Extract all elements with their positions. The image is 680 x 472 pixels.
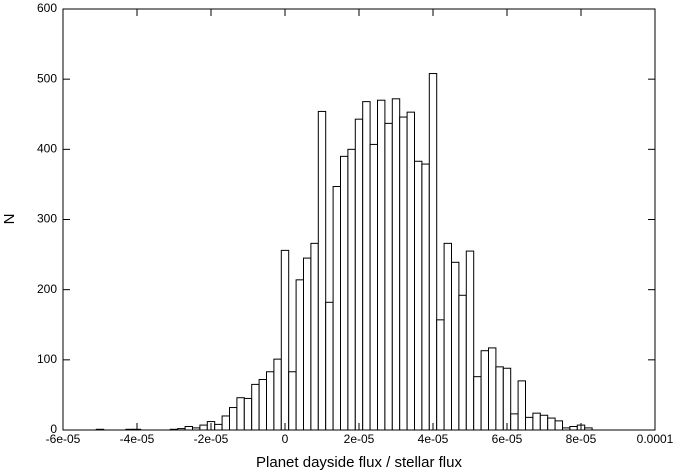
bar	[547, 417, 556, 431]
bar	[340, 155, 349, 431]
bar	[391, 98, 401, 431]
bar	[310, 242, 319, 431]
bar	[495, 366, 504, 431]
bar	[251, 383, 260, 431]
x-tick-label: 0.0001	[637, 432, 674, 446]
bar	[273, 358, 282, 431]
bar	[377, 99, 386, 431]
bar	[317, 110, 327, 431]
bar	[236, 397, 245, 431]
bar	[384, 122, 393, 431]
bar	[184, 425, 194, 431]
bar	[539, 414, 549, 431]
bar	[362, 101, 371, 431]
bar	[465, 250, 475, 431]
bar	[473, 376, 482, 431]
y-tick-label: 400	[37, 142, 57, 156]
bar	[569, 425, 578, 431]
bar	[399, 116, 408, 431]
bar	[303, 257, 312, 431]
bar	[525, 416, 534, 431]
y-tick-label: 100	[37, 352, 57, 366]
bar	[517, 380, 526, 431]
y-tick-label: 200	[37, 282, 57, 296]
bar	[554, 420, 563, 431]
bar	[451, 261, 460, 431]
x-tick-label: -4e-05	[120, 432, 155, 446]
bar	[325, 301, 334, 431]
bar	[443, 242, 453, 431]
bar	[480, 350, 490, 431]
x-tick-label: 8e-05	[566, 432, 597, 446]
y-tick-label: 600	[37, 1, 57, 15]
x-tick-label: -2e-05	[194, 432, 229, 446]
bar	[421, 163, 430, 431]
bar	[414, 160, 423, 431]
bar	[229, 407, 238, 431]
bar	[280, 249, 290, 431]
bar	[354, 118, 364, 431]
bar	[266, 371, 275, 431]
bar	[510, 413, 519, 431]
y-axis-label: N	[1, 214, 18, 225]
bar	[199, 424, 208, 431]
x-tick-label: 0	[282, 432, 289, 446]
bar	[428, 73, 438, 431]
bar	[502, 367, 512, 431]
bar	[369, 143, 379, 431]
bar	[458, 294, 467, 431]
bar	[332, 186, 342, 431]
bar	[436, 319, 445, 431]
y-tick-label: 300	[37, 212, 57, 226]
bar	[288, 371, 297, 431]
bar	[532, 412, 541, 431]
bar	[406, 111, 416, 431]
bar	[295, 279, 305, 431]
x-tick-label: 2e-05	[344, 432, 375, 446]
bar	[347, 148, 356, 431]
bar	[258, 378, 268, 431]
x-tick-label: -6e-05	[46, 432, 81, 446]
y-tick-label: 0	[50, 422, 57, 436]
y-tick-label: 500	[37, 71, 57, 85]
x-tick-label: 4e-05	[418, 432, 449, 446]
x-tick-label: 6e-05	[492, 432, 523, 446]
bar	[243, 397, 253, 431]
bar	[214, 423, 223, 431]
x-axis-label: Planet dayside flux / stellar flux	[256, 454, 462, 471]
bar	[488, 347, 497, 431]
bar	[221, 415, 231, 431]
